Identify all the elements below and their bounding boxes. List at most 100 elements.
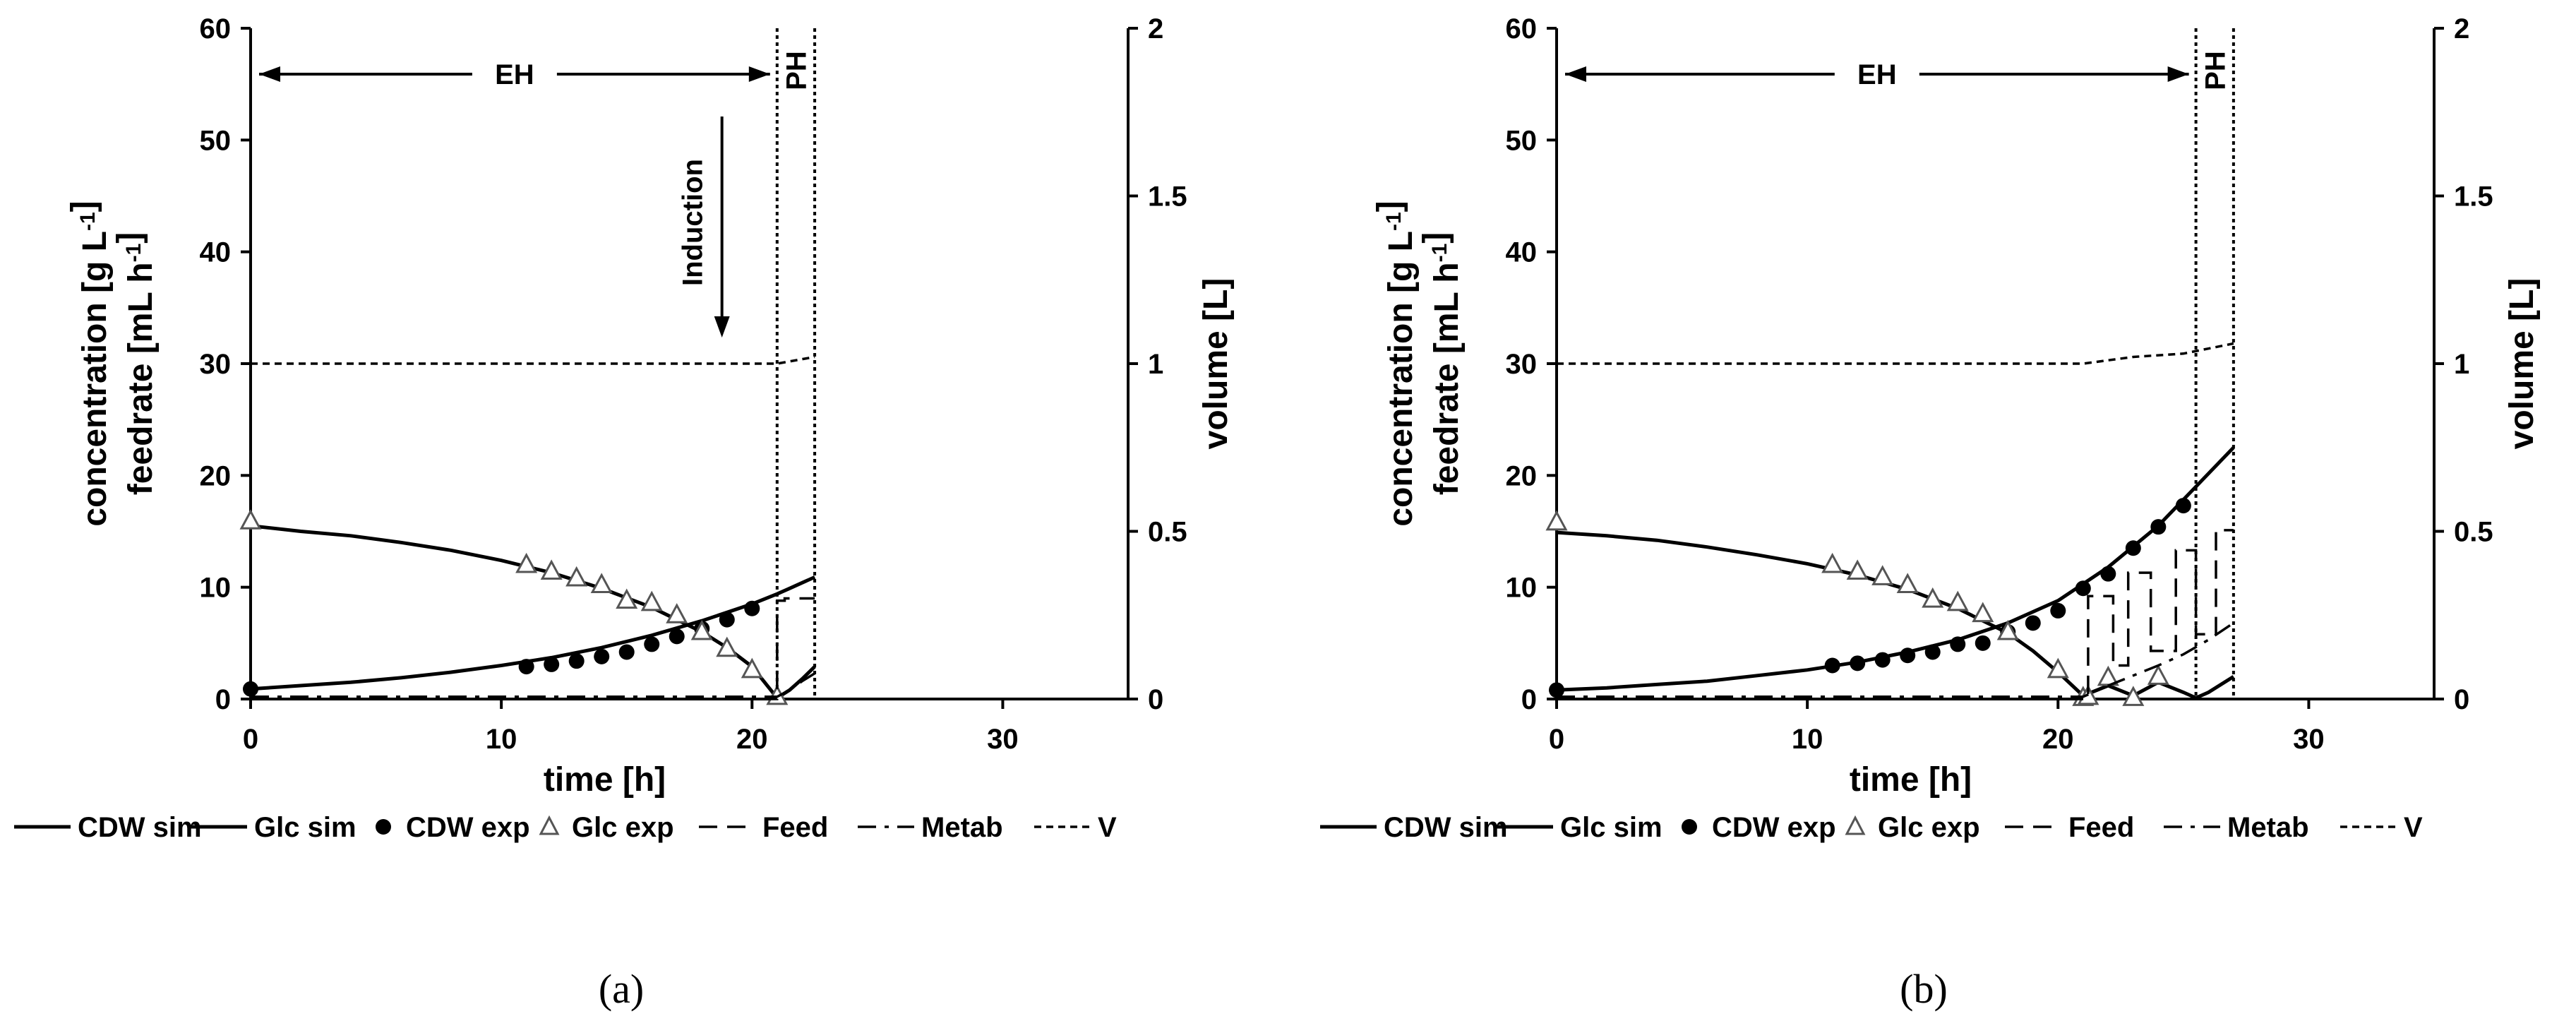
cdw-exp-point (594, 648, 610, 664)
cdw-exp-point (1549, 682, 1564, 698)
glc-exp-point (239, 509, 262, 530)
x-axis-label: time [h] (544, 761, 666, 799)
legend-label: V (1098, 812, 1117, 843)
cdw-exp-point (669, 628, 685, 645)
eh-arrowhead-left (259, 66, 280, 82)
cdw-exp-point (1924, 644, 1941, 660)
glc-exp-point (515, 552, 538, 573)
y2-tick-label: 1.5 (2454, 181, 2493, 213)
x-tick-label: 30 (2293, 724, 2325, 755)
legend-swatch-glc-exp (539, 815, 560, 835)
legend-label: CDW exp (406, 812, 530, 843)
y-axis-label-concentration: concentration [g L-1] (65, 201, 114, 526)
v-line (1557, 342, 2234, 365)
legend-label: CDW exp (1712, 812, 1836, 843)
legend-label: Metab (2227, 812, 2309, 843)
legend-label: Glc sim (1560, 812, 1663, 843)
y2-tick-label: 1.5 (1148, 181, 1187, 213)
glc-exp-point (690, 619, 713, 640)
glc-exp-point (1871, 565, 1894, 585)
x-tick-label: 10 (1792, 724, 1823, 755)
legend-label: Glc sim (254, 812, 357, 843)
cdw-exp-point (1824, 657, 1840, 674)
legend-label: Glc exp (572, 812, 674, 843)
cdw-exp-point (1900, 647, 1916, 664)
cdw-exp-point (568, 653, 585, 669)
cdw-exp-point (2075, 580, 2091, 597)
glc-exp-point (1821, 552, 1844, 573)
legend-label: Feed (762, 812, 828, 843)
x-tick-label: 0 (243, 724, 258, 755)
glc-exp-point (2047, 657, 2069, 679)
legend-label: Glc exp (1878, 812, 1980, 843)
x-tick-label: 10 (486, 724, 517, 755)
ph-label: PH (2200, 51, 2231, 90)
eh-arrowhead-right (2167, 66, 2189, 82)
x-tick-label: 20 (736, 724, 768, 755)
eh-arrowhead-right (748, 66, 770, 82)
cdw-exp-point (2025, 615, 2041, 631)
y-tick-label: 0 (1521, 684, 1537, 715)
x-axis-label: time [h] (1850, 761, 1972, 799)
glc-sim-line (1556, 530, 2235, 700)
y-tick-label: 30 (1506, 349, 1538, 380)
glc-exp-point (1972, 602, 1994, 623)
cdw-exp-point (2150, 519, 2167, 535)
eh-arrowhead-left (1565, 66, 1586, 82)
y-tick-label: 50 (200, 125, 232, 156)
legend-label: Feed (2068, 812, 2134, 843)
legend: CDW sim Glc sim CDW exp Glc exp Feed Metab V (14, 812, 1117, 843)
y-axis-label-concentration: concentration [g L-1] (1371, 201, 1420, 526)
y-tick-label: 10 (200, 573, 232, 604)
ph-label: PH (781, 51, 812, 90)
y-tick-label: 0 (215, 684, 231, 715)
cdw-sim-line (250, 575, 816, 691)
y-tick-label: 60 (200, 13, 232, 44)
glc-exp-point (1946, 590, 1969, 611)
cdw-exp-point (618, 644, 635, 660)
glc-exp-point (1922, 587, 1944, 608)
y2-axis-label: volume [L] (2503, 278, 2541, 450)
y2-tick-label: 1 (1148, 349, 1163, 380)
cdw-exp-point (719, 611, 735, 628)
cdw-sim-line (1556, 446, 2235, 692)
glc-exp-point (590, 573, 613, 593)
legend-label: CDW sim (78, 812, 202, 843)
y2-axis-label: volume [L] (1197, 278, 1235, 450)
y2-tick-label: 0 (2454, 684, 2469, 715)
y2-tick-label: 0 (1148, 684, 1163, 715)
x-tick-label: 20 (2042, 724, 2074, 755)
legend: CDW sim Glc sim CDW exp Glc exp Feed Metab V (1320, 812, 2423, 843)
cdw-exp-point (544, 656, 560, 672)
glc-exp-point (1996, 619, 2019, 640)
eh-label: EH (1857, 59, 1897, 90)
y-tick-label: 30 (200, 349, 232, 380)
glc-exp-point (2147, 664, 2169, 685)
panel-label: (a) (599, 966, 644, 1012)
induction-arrowhead (714, 316, 730, 338)
y2-tick-label: 2 (1148, 13, 1163, 44)
panel-label: (b) (1900, 966, 1948, 1012)
glc-exp-point (616, 588, 638, 609)
glc-exp-point (1846, 559, 1869, 580)
x-tick-label: 30 (987, 724, 1019, 755)
legend-swatch-glc-exp (1845, 815, 1866, 835)
legend-label: V (2404, 812, 2423, 843)
glc-exp-point (540, 559, 563, 580)
y2-tick-label: 0.5 (2454, 517, 2493, 548)
legend-label: CDW sim (1384, 812, 1508, 843)
y2-tick-label: 0.5 (1148, 517, 1187, 548)
y-tick-label: 20 (200, 460, 232, 491)
y-tick-label: 60 (1506, 13, 1538, 44)
x-tick-label: 0 (1549, 724, 1564, 755)
cdw-exp-point (2050, 602, 2066, 619)
y-axis-label-feedrate: feedrate [mL h-1] (111, 232, 160, 496)
y-tick-label: 20 (1506, 460, 1538, 491)
cdw-exp-point (243, 681, 258, 697)
glc-exp-point (565, 566, 588, 587)
metab-line (251, 672, 816, 698)
cdw-exp-point (1950, 636, 1966, 652)
